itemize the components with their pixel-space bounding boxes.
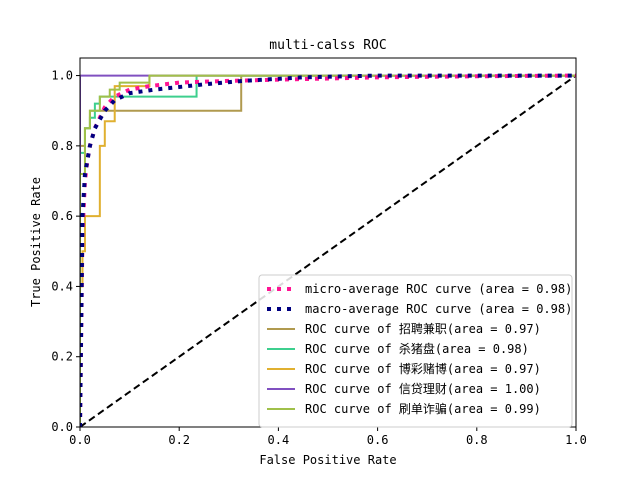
y-tick-label: 0.0: [51, 420, 73, 434]
y-axis-label: True Positive Rate: [29, 177, 43, 307]
x-tick-label: 1.0: [565, 433, 587, 447]
legend-box: [258, 274, 573, 428]
series-line-6: [80, 74, 576, 427]
legend-entry-label: micro-average ROC curve (area = 0.98): [305, 282, 572, 296]
plot-area: [80, 73, 576, 427]
x-tick-label: 0.8: [466, 433, 488, 447]
y-tick-label: 0.8: [51, 139, 73, 153]
legend-entry-label: ROC curve of 博彩赌博(area = 0.97): [305, 361, 541, 376]
chart-title: multi-calss ROC: [269, 38, 386, 53]
legend-entry-label: macro-average ROC curve (area = 0.98): [305, 302, 572, 316]
x-axis-label: False Positive Rate: [259, 453, 396, 467]
chance-line: [80, 74, 576, 427]
y-tick-label: 0.4: [51, 279, 73, 293]
legend: micro-average ROC curve (area = 0.98) mac…: [258, 274, 573, 428]
legend-entry-label: ROC curve of 杀猪盘(area = 0.98): [305, 341, 529, 356]
axis-ticks: 0.0 0.2 0.4 0.6 0.8 1.0 0.0 0.2 0.4 0.6 0.8 1.0: [51, 69, 587, 447]
series-line-4: [80, 74, 576, 427]
series-line-1: [80, 73, 576, 427]
legend-entry-label: ROC curve of 信贷理财(area = 1.00): [305, 382, 541, 396]
x-tick-label: 0.2: [168, 433, 190, 447]
y-tick-label: 1.0: [51, 69, 73, 83]
x-tick-label: 0.0: [69, 433, 91, 447]
x-tick-label: 0.6: [367, 433, 389, 447]
legend-entry-label: ROC curve of 刷单诈骗(area = 0.99): [305, 401, 541, 416]
y-tick-label: 0.2: [51, 350, 73, 364]
x-tick-label: 0.4: [268, 433, 290, 447]
y-tick-label: 0.6: [51, 209, 73, 223]
legend-entry-label: ROC curve of 招聘兼职(area = 0.97): [305, 322, 541, 336]
